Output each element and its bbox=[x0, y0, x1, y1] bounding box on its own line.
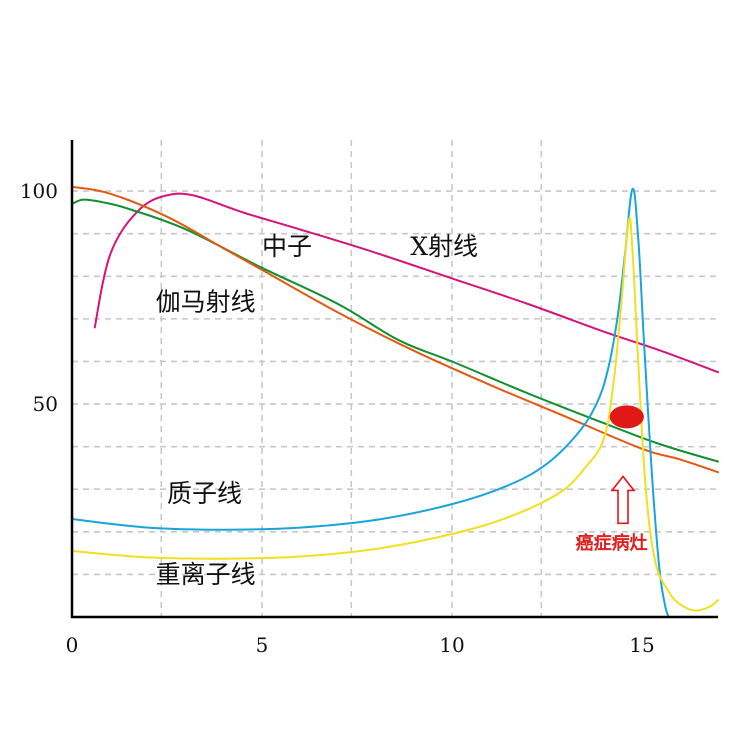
series-label-1: 伽马射线 bbox=[156, 287, 256, 316]
series-label-0: X射线 bbox=[410, 232, 478, 261]
series-line-0 bbox=[93, 192, 719, 374]
grid bbox=[72, 140, 718, 617]
series-label-4: 重离子线 bbox=[156, 560, 256, 589]
lesion-marker bbox=[609, 405, 644, 429]
x-tick-label: 5 bbox=[256, 633, 269, 657]
x-tick-label: 0 bbox=[66, 633, 79, 657]
lesion-arrow bbox=[610, 475, 636, 525]
y-tick-label: 50 bbox=[33, 392, 58, 416]
axes bbox=[70, 140, 718, 619]
x-tick-label: 10 bbox=[439, 633, 464, 657]
y-tick-label: 100 bbox=[20, 179, 58, 203]
series-layer bbox=[71, 185, 719, 618]
annotations bbox=[609, 405, 644, 525]
x-tick-label: 15 bbox=[629, 633, 654, 657]
lesion-label: 癌症病灶 bbox=[576, 532, 648, 554]
series-label-2: 中子 bbox=[262, 232, 312, 261]
series-label-3: 质子线 bbox=[167, 479, 242, 508]
series-line-3 bbox=[71, 187, 670, 618]
series-line-4 bbox=[71, 216, 719, 612]
series-line-1 bbox=[71, 198, 719, 463]
